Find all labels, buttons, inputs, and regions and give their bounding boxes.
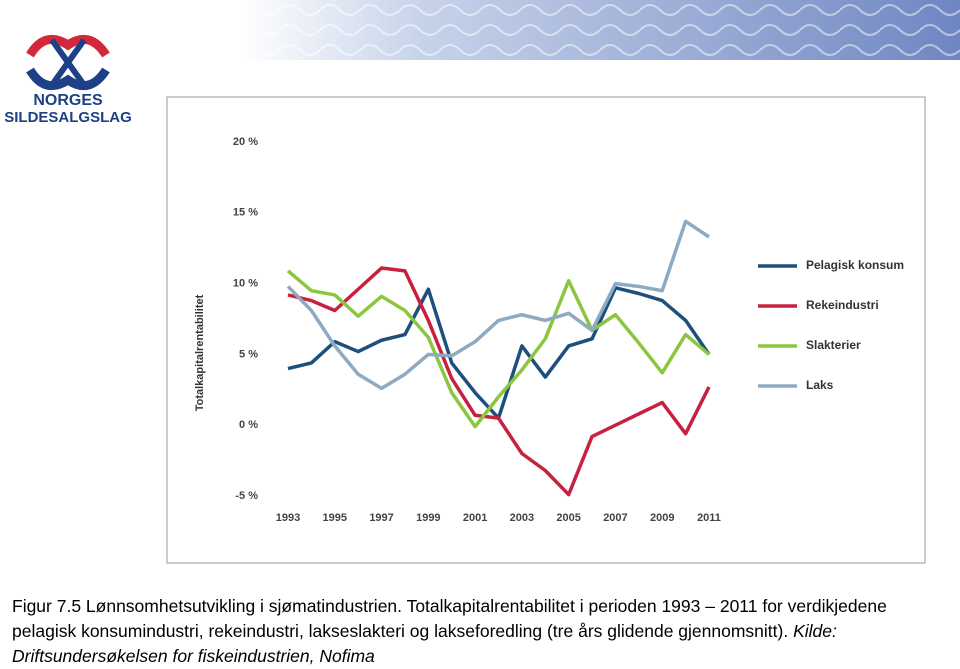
x-tick-label: 1999 xyxy=(416,512,440,524)
y-tick-label: 5 % xyxy=(239,348,258,360)
logo-text: NORGES xyxy=(33,92,103,109)
y-tick-label: 20 % xyxy=(233,136,258,148)
y-tick-label: 15 % xyxy=(233,207,258,219)
logo xyxy=(26,34,110,91)
x-tick-label: 1997 xyxy=(369,512,393,524)
x-tick-label: 1995 xyxy=(323,512,347,524)
banner-pattern xyxy=(240,0,960,60)
x-tick-label: 2005 xyxy=(556,512,580,524)
x-tick-label: 1993 xyxy=(276,512,300,524)
y-axis-title: Totalkapitalrentabilitet xyxy=(194,294,206,411)
caption-source: Kilde: Driftsundersøkelsen for fiskeindu… xyxy=(12,621,837,666)
caption-text: Figur 7.5 Lønnsomhetsutvikling i sjømati… xyxy=(12,596,887,641)
legend-label: Rekeindustri xyxy=(806,298,879,312)
caption: Figur 7.5 Lønnsomhetsutvikling i sjømati… xyxy=(12,594,952,669)
y-tick-label: 0 % xyxy=(239,419,258,431)
legend-label: Laks xyxy=(806,378,834,392)
y-tick-label: 10 % xyxy=(233,278,258,290)
legend-label: Pelagisk konsum xyxy=(806,258,904,272)
x-tick-label: 2001 xyxy=(463,512,487,524)
x-tick-label: 2011 xyxy=(697,512,721,524)
series-line xyxy=(286,269,711,429)
x-tick-label: 2003 xyxy=(510,512,534,524)
series-line xyxy=(286,219,710,391)
y-tick-label: -5 % xyxy=(235,490,258,502)
x-tick-label: 2007 xyxy=(603,512,627,524)
chart-frame xyxy=(166,96,926,564)
chart: NORGES SILDESALGSLAG Totalkapitalrentabi… xyxy=(4,0,960,564)
legend-label: Slakterier xyxy=(806,338,861,352)
series-line xyxy=(287,266,711,497)
x-tick-label: 2009 xyxy=(650,512,674,524)
logo-text: SILDESALGSLAG xyxy=(4,109,132,126)
